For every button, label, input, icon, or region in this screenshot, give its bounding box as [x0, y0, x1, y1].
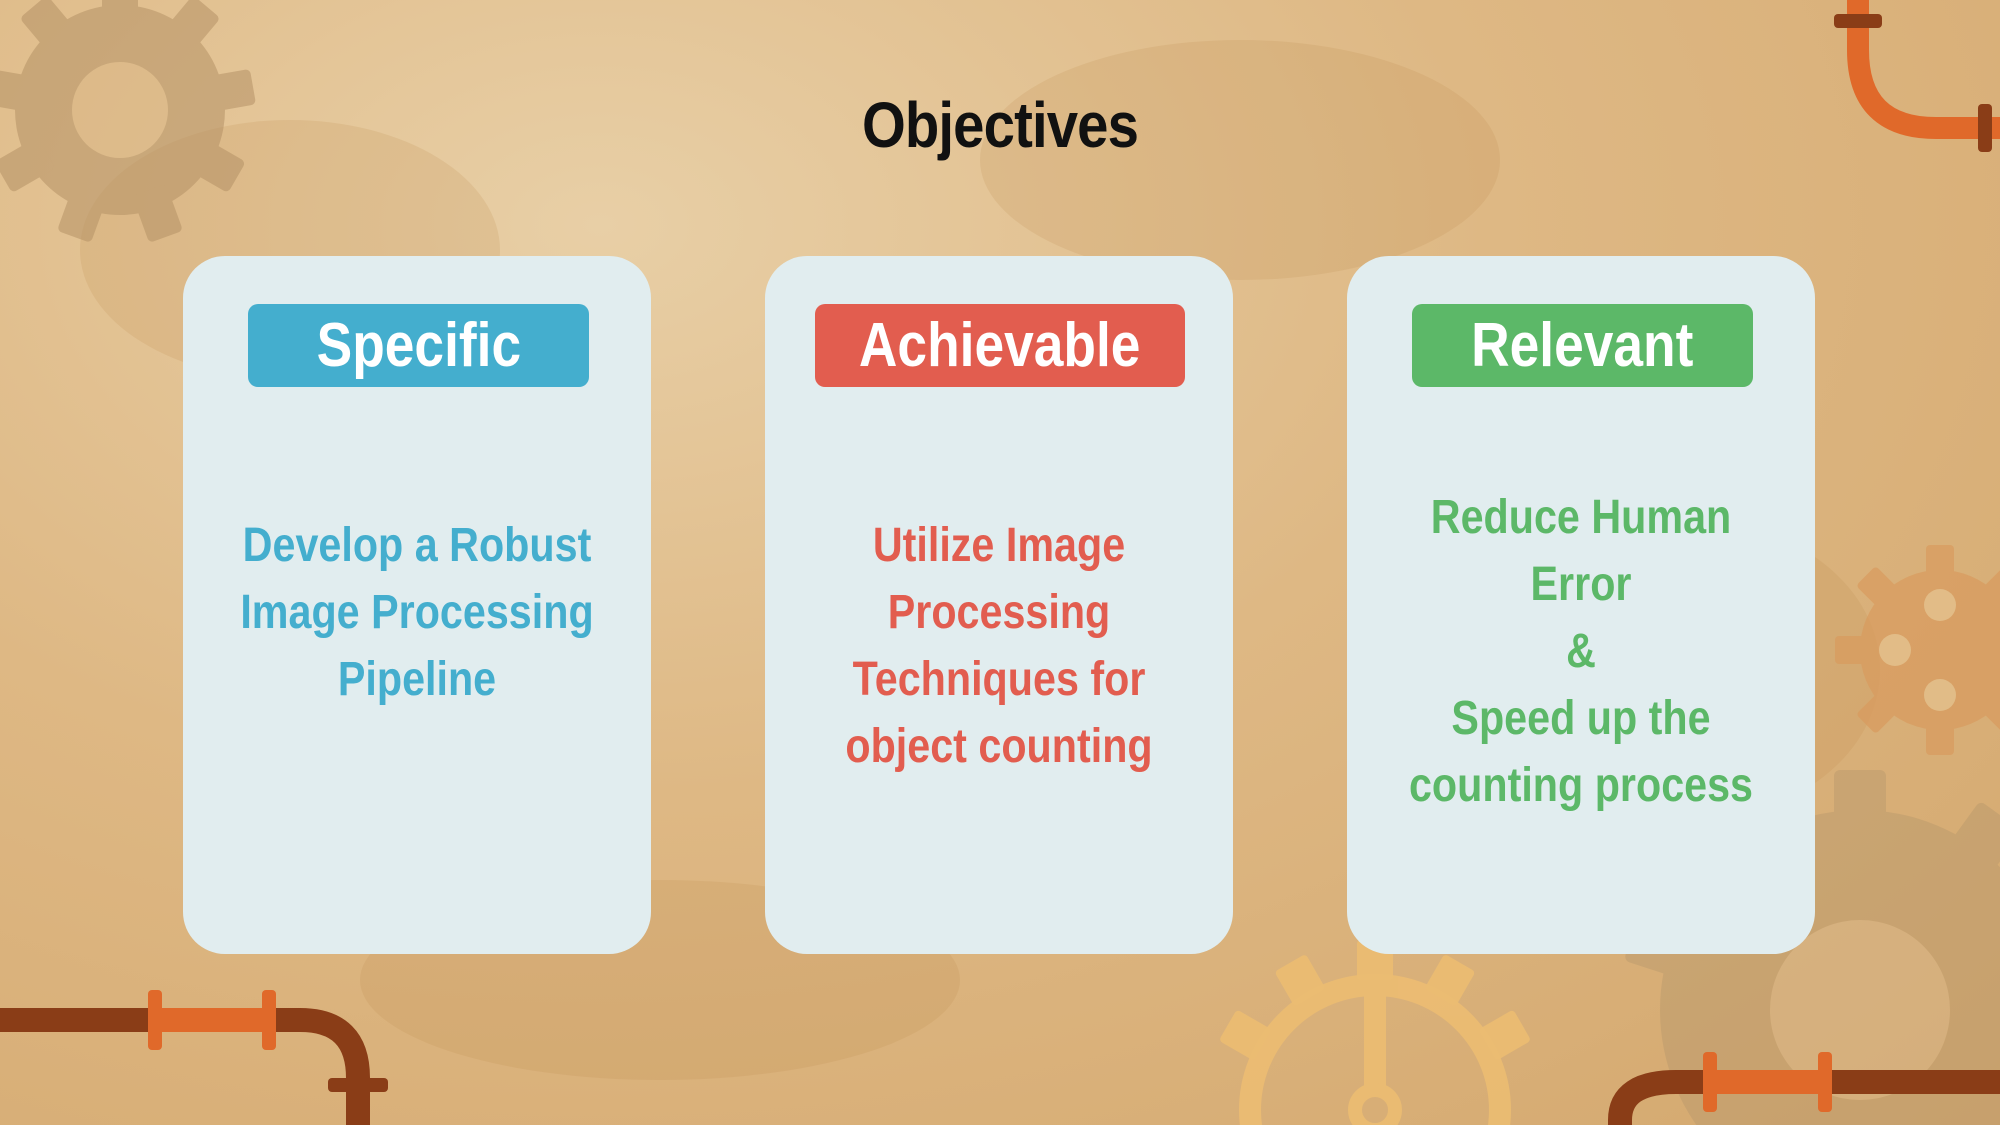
- label-badge-specific: Specific: [248, 304, 589, 387]
- pipe-icon: [1608, 1052, 2000, 1125]
- description-line: Speed up the: [1451, 692, 1711, 745]
- description-line: Reduce Human: [1430, 491, 1732, 544]
- description-line: counting process: [1408, 759, 1754, 812]
- objective-description: Reduce Human Error & Speed up the counti…: [1367, 484, 1795, 819]
- objective-card-specific: Specific Develop a Robust Image Processi…: [183, 256, 651, 954]
- description-line: Utilize Image: [872, 519, 1126, 572]
- description-line: Techniques for: [852, 653, 1146, 706]
- objective-card-achievable: Achievable Utilize Image Processing Tech…: [765, 256, 1233, 954]
- description-line: Processing: [887, 586, 1111, 639]
- gear-icon: [1239, 974, 1511, 1125]
- background-stain: [980, 40, 1500, 280]
- description-line: Image Processing: [240, 586, 594, 639]
- description-line: object counting: [845, 720, 1153, 773]
- label-badge-achievable: Achievable: [815, 304, 1185, 387]
- objective-card-relevant: Relevant Reduce Human Error & Speed up t…: [1347, 256, 1815, 954]
- label-text: Relevant: [1471, 311, 1694, 380]
- description-line: Pipeline: [337, 653, 497, 706]
- pipe-icon: [1834, 0, 2000, 152]
- gear-icon: [1835, 545, 2000, 755]
- description-line: &: [1566, 625, 1596, 678]
- page-title: Objectives: [861, 89, 1139, 161]
- label-text: Specific: [316, 311, 521, 380]
- objective-description: Utilize Image Processing Techniques for …: [785, 512, 1213, 780]
- pipe-icon: [0, 990, 388, 1125]
- gear-icon: [0, 0, 256, 242]
- label-text: Achievable: [859, 311, 1141, 380]
- description-line: Error: [1530, 558, 1632, 611]
- description-line: Develop a Robust: [242, 519, 592, 572]
- objective-description: Develop a Robust Image Processing Pipeli…: [203, 512, 631, 713]
- label-badge-relevant: Relevant: [1412, 304, 1753, 387]
